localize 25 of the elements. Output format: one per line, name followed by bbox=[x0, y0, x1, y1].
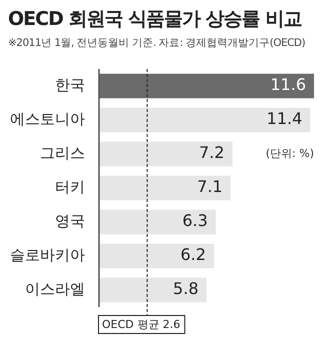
ref-line-label: OECD 평균 2.6 bbox=[102, 318, 180, 331]
data-label: 7.1 bbox=[197, 177, 223, 196]
y-tick-label: 슬로바키아 bbox=[10, 246, 85, 264]
bar bbox=[99, 244, 214, 268]
data-label: 6.3 bbox=[182, 211, 208, 230]
data-label: 7.2 bbox=[198, 143, 224, 162]
bar bbox=[99, 108, 310, 132]
y-tick-label: 영국 bbox=[55, 212, 85, 230]
bar bbox=[99, 176, 231, 200]
chart-subtitle: ※2011년 1월, 전년동월비 기준. 자료: 경제협력개발기구(OECD) bbox=[8, 36, 306, 50]
y-tick-label: 한국 bbox=[55, 76, 85, 94]
bar bbox=[99, 74, 314, 98]
y-tick-label: 터키 bbox=[55, 178, 85, 196]
data-label: 6.2 bbox=[180, 245, 206, 264]
y-tick-label: 에스토니아 bbox=[10, 110, 85, 128]
y-tick-label: 이스라엘 bbox=[25, 280, 85, 298]
chart-title: OECD 회원국 식품물가 상승률 비교 bbox=[8, 7, 302, 32]
data-label: 11.6 bbox=[270, 75, 306, 94]
bar bbox=[99, 142, 232, 166]
bar bbox=[99, 278, 206, 302]
y-tick-label: 그리스 bbox=[40, 144, 85, 162]
bar bbox=[99, 210, 216, 234]
data-label: 11.4 bbox=[266, 109, 302, 128]
data-label: 5.8 bbox=[173, 279, 198, 298]
annotation: (단위: %) bbox=[266, 146, 314, 160]
